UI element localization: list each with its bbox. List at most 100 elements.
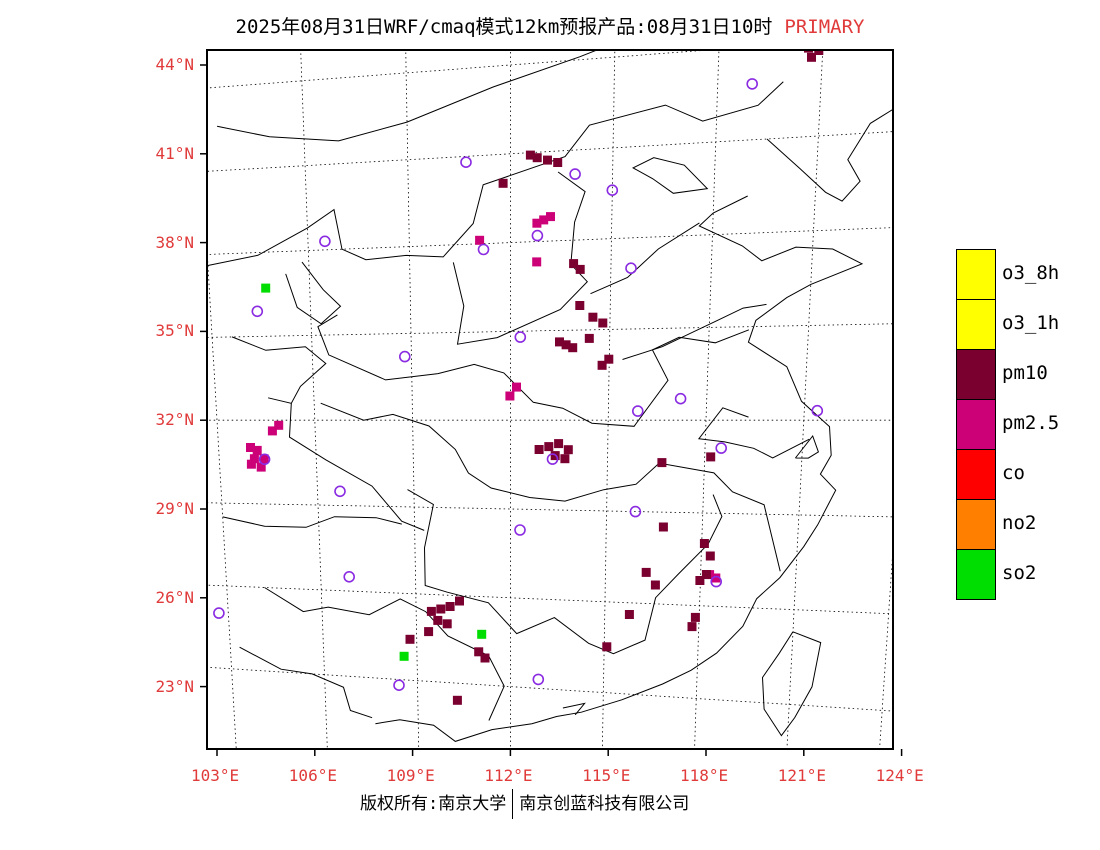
boundary-line	[761, 631, 822, 737]
boundary-line	[239, 646, 373, 719]
pm10-cell	[701, 570, 711, 579]
station-marker	[715, 442, 728, 454]
parallel-line	[87, 0, 1040, 16]
so2-cell	[477, 629, 487, 639]
lon-label: 112°E	[484, 766, 533, 785]
lat-label: 41°N	[155, 143, 194, 163]
axis-ticks	[200, 64, 903, 756]
station-marker	[319, 235, 331, 248]
boundary-line	[222, 516, 402, 528]
boundaries	[207, 50, 893, 742]
copyright-owner: 版权所有:南京大学	[360, 794, 507, 814]
station-marker	[531, 229, 544, 242]
legend-item: pm2.5	[956, 399, 1096, 450]
station-marker	[251, 305, 264, 318]
pm25-cell	[259, 454, 269, 464]
boundary-line	[285, 261, 342, 325]
boundary-line	[407, 489, 723, 655]
lat-label: 26°N	[155, 587, 194, 607]
station-marker	[625, 262, 637, 275]
boundary-line	[697, 407, 810, 459]
pm10-cell	[584, 333, 594, 343]
boundary-line	[217, 50, 599, 142]
boundary-line	[795, 434, 820, 459]
boundary-line	[320, 402, 781, 572]
pm25-cell	[532, 257, 542, 267]
lat-label: 23°N	[155, 676, 194, 696]
pm10-cell	[658, 522, 668, 532]
legend-swatch	[956, 399, 996, 450]
station-marker	[460, 156, 472, 168]
parallel-line	[207, 227, 893, 255]
pm10-cell	[543, 155, 552, 165]
pm10-cell	[804, 50, 813, 53]
pm10-cell	[624, 610, 634, 619]
meridian-line	[879, 542, 893, 749]
station-marker	[746, 78, 759, 90]
lon-label: 121°E	[777, 766, 826, 785]
pm10-cell	[690, 612, 700, 622]
pm10-cell	[553, 158, 563, 167]
legend-label: o3_1h	[1002, 312, 1060, 334]
pm10-cell	[480, 653, 490, 663]
pm10-cell	[657, 458, 667, 468]
parallel-line	[207, 131, 893, 172]
boundary-line	[317, 314, 750, 427]
boundary-line	[231, 336, 327, 404]
pm10-cell	[445, 602, 455, 611]
pm25-cell	[475, 235, 485, 245]
pm10-cell	[695, 576, 705, 585]
pm10-cell	[604, 354, 614, 364]
pm25-cell	[256, 462, 266, 472]
station-marker	[606, 184, 619, 196]
meridian-line	[207, 242, 237, 749]
pm10-cell	[525, 150, 535, 160]
legend-label: pm10	[1002, 362, 1048, 384]
pm10-cell	[442, 619, 452, 629]
copyright-footer: 版权所有:南京大学 南京创蓝科技有限公司	[360, 789, 689, 819]
pm10-cell	[598, 318, 608, 328]
legend: o3_8h o3_1h pm10 pm2.5 co no2 so2	[956, 249, 1096, 600]
pm10-cell	[706, 452, 716, 462]
pm10-cell	[532, 153, 542, 163]
station-marker	[674, 392, 687, 405]
meridian-line	[300, 50, 328, 749]
pm10-cell	[814, 50, 824, 55]
pm10-cell	[426, 606, 436, 616]
meridian-line	[87, 16, 148, 771]
station-marker	[334, 485, 346, 498]
pm10-cell	[699, 539, 709, 548]
pm10-cell	[561, 340, 571, 350]
legend-item: so2	[956, 549, 1096, 600]
station-marker	[393, 679, 405, 692]
map-title: 2025年08月31日WRF/cmaq模式12km预报产品:08月31日10时 P…	[0, 12, 1100, 39]
lon-label: 115°E	[582, 766, 631, 785]
legend-swatch	[956, 299, 996, 350]
pm10-cell	[641, 567, 651, 577]
meridian-line	[405, 50, 420, 749]
pm10-cell	[597, 360, 607, 370]
boundary-line	[452, 171, 588, 345]
lon-label: 124°E	[875, 766, 924, 785]
pollutant-cells	[246, 50, 824, 705]
boundary-line	[562, 702, 586, 716]
legend-label: pm2.5	[1002, 412, 1060, 434]
pm25-cell	[532, 218, 542, 228]
map-content	[87, 0, 1040, 771]
legend-swatch	[956, 349, 996, 400]
lat-label: 44°N	[155, 55, 194, 74]
parallel-line	[207, 50, 714, 89]
pm10-cell	[568, 343, 578, 353]
pm10-cell	[534, 445, 544, 454]
parallel-line	[207, 502, 893, 518]
lon-label: 106°E	[288, 766, 337, 785]
station-marker	[398, 350, 411, 363]
pm25-cell	[267, 426, 277, 436]
copyright-company: 南京创蓝科技有限公司	[519, 794, 690, 814]
legend-swatch	[956, 549, 996, 600]
pm10-cell	[650, 580, 660, 590]
parallel-line	[207, 323, 893, 338]
pm10-cell	[436, 604, 446, 614]
legend-swatch	[956, 449, 996, 500]
